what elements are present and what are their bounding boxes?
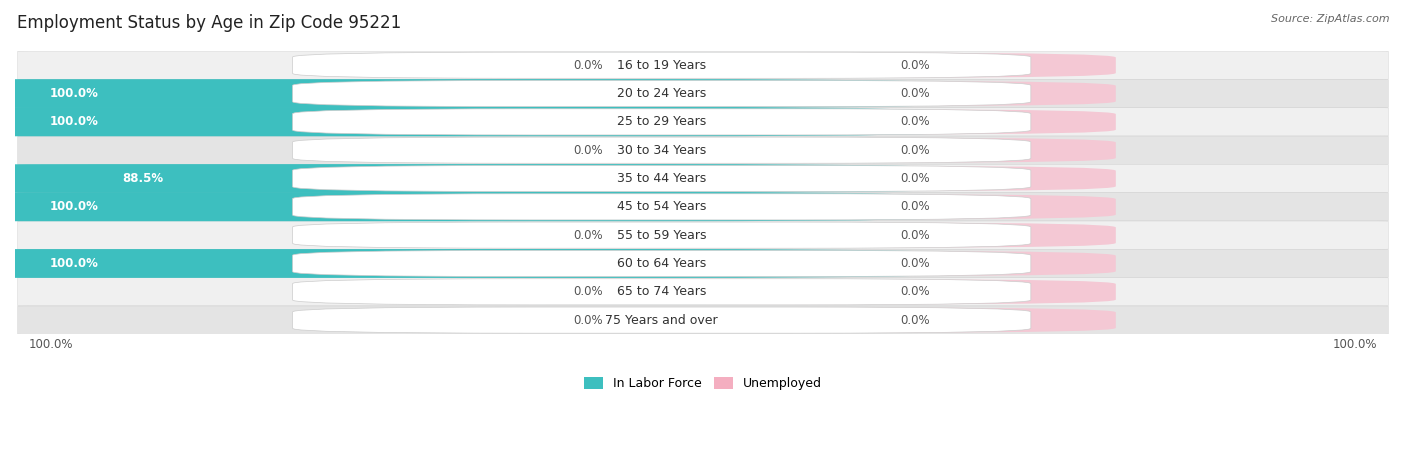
Text: 20 to 24 Years: 20 to 24 Years xyxy=(617,87,706,100)
FancyBboxPatch shape xyxy=(292,222,1031,248)
Text: 0.0%: 0.0% xyxy=(572,144,603,156)
FancyBboxPatch shape xyxy=(387,308,889,332)
FancyBboxPatch shape xyxy=(572,138,1116,163)
FancyBboxPatch shape xyxy=(0,164,983,193)
FancyBboxPatch shape xyxy=(572,251,1116,276)
Text: 100.0%: 100.0% xyxy=(1333,338,1378,351)
Text: 0.0%: 0.0% xyxy=(900,200,929,213)
FancyBboxPatch shape xyxy=(292,80,1031,106)
FancyBboxPatch shape xyxy=(292,194,1031,220)
Text: 0.0%: 0.0% xyxy=(900,313,929,327)
Text: 100.0%: 100.0% xyxy=(28,338,73,351)
Text: 45 to 54 Years: 45 to 54 Years xyxy=(617,200,706,213)
Text: 88.5%: 88.5% xyxy=(122,172,163,185)
FancyBboxPatch shape xyxy=(346,199,662,215)
FancyBboxPatch shape xyxy=(346,256,662,271)
FancyBboxPatch shape xyxy=(387,223,889,248)
Text: 16 to 19 Years: 16 to 19 Years xyxy=(617,59,706,72)
Text: 0.0%: 0.0% xyxy=(572,59,603,72)
FancyBboxPatch shape xyxy=(292,307,1031,333)
Text: 0.0%: 0.0% xyxy=(900,115,929,129)
FancyBboxPatch shape xyxy=(346,114,662,130)
FancyBboxPatch shape xyxy=(0,79,983,108)
FancyBboxPatch shape xyxy=(18,249,1388,278)
Text: 0.0%: 0.0% xyxy=(900,172,929,185)
FancyBboxPatch shape xyxy=(292,52,1031,78)
FancyBboxPatch shape xyxy=(346,86,662,101)
Legend: In Labor Force, Unemployed: In Labor Force, Unemployed xyxy=(583,377,823,390)
FancyBboxPatch shape xyxy=(18,108,1388,136)
FancyBboxPatch shape xyxy=(572,194,1116,219)
FancyBboxPatch shape xyxy=(292,250,1031,276)
FancyBboxPatch shape xyxy=(0,249,983,278)
FancyBboxPatch shape xyxy=(387,53,889,78)
Text: 30 to 34 Years: 30 to 34 Years xyxy=(617,144,706,156)
Text: Employment Status by Age in Zip Code 95221: Employment Status by Age in Zip Code 952… xyxy=(17,14,401,32)
FancyBboxPatch shape xyxy=(572,223,1116,248)
FancyBboxPatch shape xyxy=(18,306,1388,334)
Text: 25 to 29 Years: 25 to 29 Years xyxy=(617,115,706,129)
Text: 0.0%: 0.0% xyxy=(900,144,929,156)
FancyBboxPatch shape xyxy=(572,279,1116,304)
FancyBboxPatch shape xyxy=(18,136,1388,164)
FancyBboxPatch shape xyxy=(572,308,1116,332)
FancyBboxPatch shape xyxy=(0,107,983,136)
Text: 0.0%: 0.0% xyxy=(572,313,603,327)
Text: 100.0%: 100.0% xyxy=(49,87,98,100)
FancyBboxPatch shape xyxy=(292,279,1031,305)
FancyBboxPatch shape xyxy=(292,166,1031,192)
Text: 0.0%: 0.0% xyxy=(900,229,929,242)
Text: 0.0%: 0.0% xyxy=(900,59,929,72)
Text: 60 to 64 Years: 60 to 64 Years xyxy=(617,257,706,270)
Text: Source: ZipAtlas.com: Source: ZipAtlas.com xyxy=(1271,14,1389,23)
FancyBboxPatch shape xyxy=(18,51,1388,79)
Text: 0.0%: 0.0% xyxy=(572,285,603,298)
Text: 35 to 44 Years: 35 to 44 Years xyxy=(617,172,706,185)
Text: 100.0%: 100.0% xyxy=(49,115,98,129)
FancyBboxPatch shape xyxy=(0,193,983,221)
FancyBboxPatch shape xyxy=(292,109,1031,135)
Text: 65 to 74 Years: 65 to 74 Years xyxy=(617,285,706,298)
FancyBboxPatch shape xyxy=(572,166,1116,191)
Text: 75 Years and over: 75 Years and over xyxy=(606,313,718,327)
FancyBboxPatch shape xyxy=(18,193,1388,221)
FancyBboxPatch shape xyxy=(387,138,889,163)
FancyBboxPatch shape xyxy=(381,171,662,186)
Text: 100.0%: 100.0% xyxy=(49,200,98,213)
FancyBboxPatch shape xyxy=(572,110,1116,134)
Text: 0.0%: 0.0% xyxy=(900,257,929,270)
FancyBboxPatch shape xyxy=(18,79,1388,108)
FancyBboxPatch shape xyxy=(572,53,1116,78)
Text: 100.0%: 100.0% xyxy=(49,257,98,270)
Text: 0.0%: 0.0% xyxy=(900,87,929,100)
FancyBboxPatch shape xyxy=(292,137,1031,163)
Text: 0.0%: 0.0% xyxy=(572,229,603,242)
FancyBboxPatch shape xyxy=(387,279,889,304)
FancyBboxPatch shape xyxy=(18,221,1388,249)
FancyBboxPatch shape xyxy=(572,81,1116,106)
Text: 0.0%: 0.0% xyxy=(900,285,929,298)
Text: 55 to 59 Years: 55 to 59 Years xyxy=(617,229,706,242)
FancyBboxPatch shape xyxy=(18,164,1388,193)
FancyBboxPatch shape xyxy=(18,278,1388,306)
